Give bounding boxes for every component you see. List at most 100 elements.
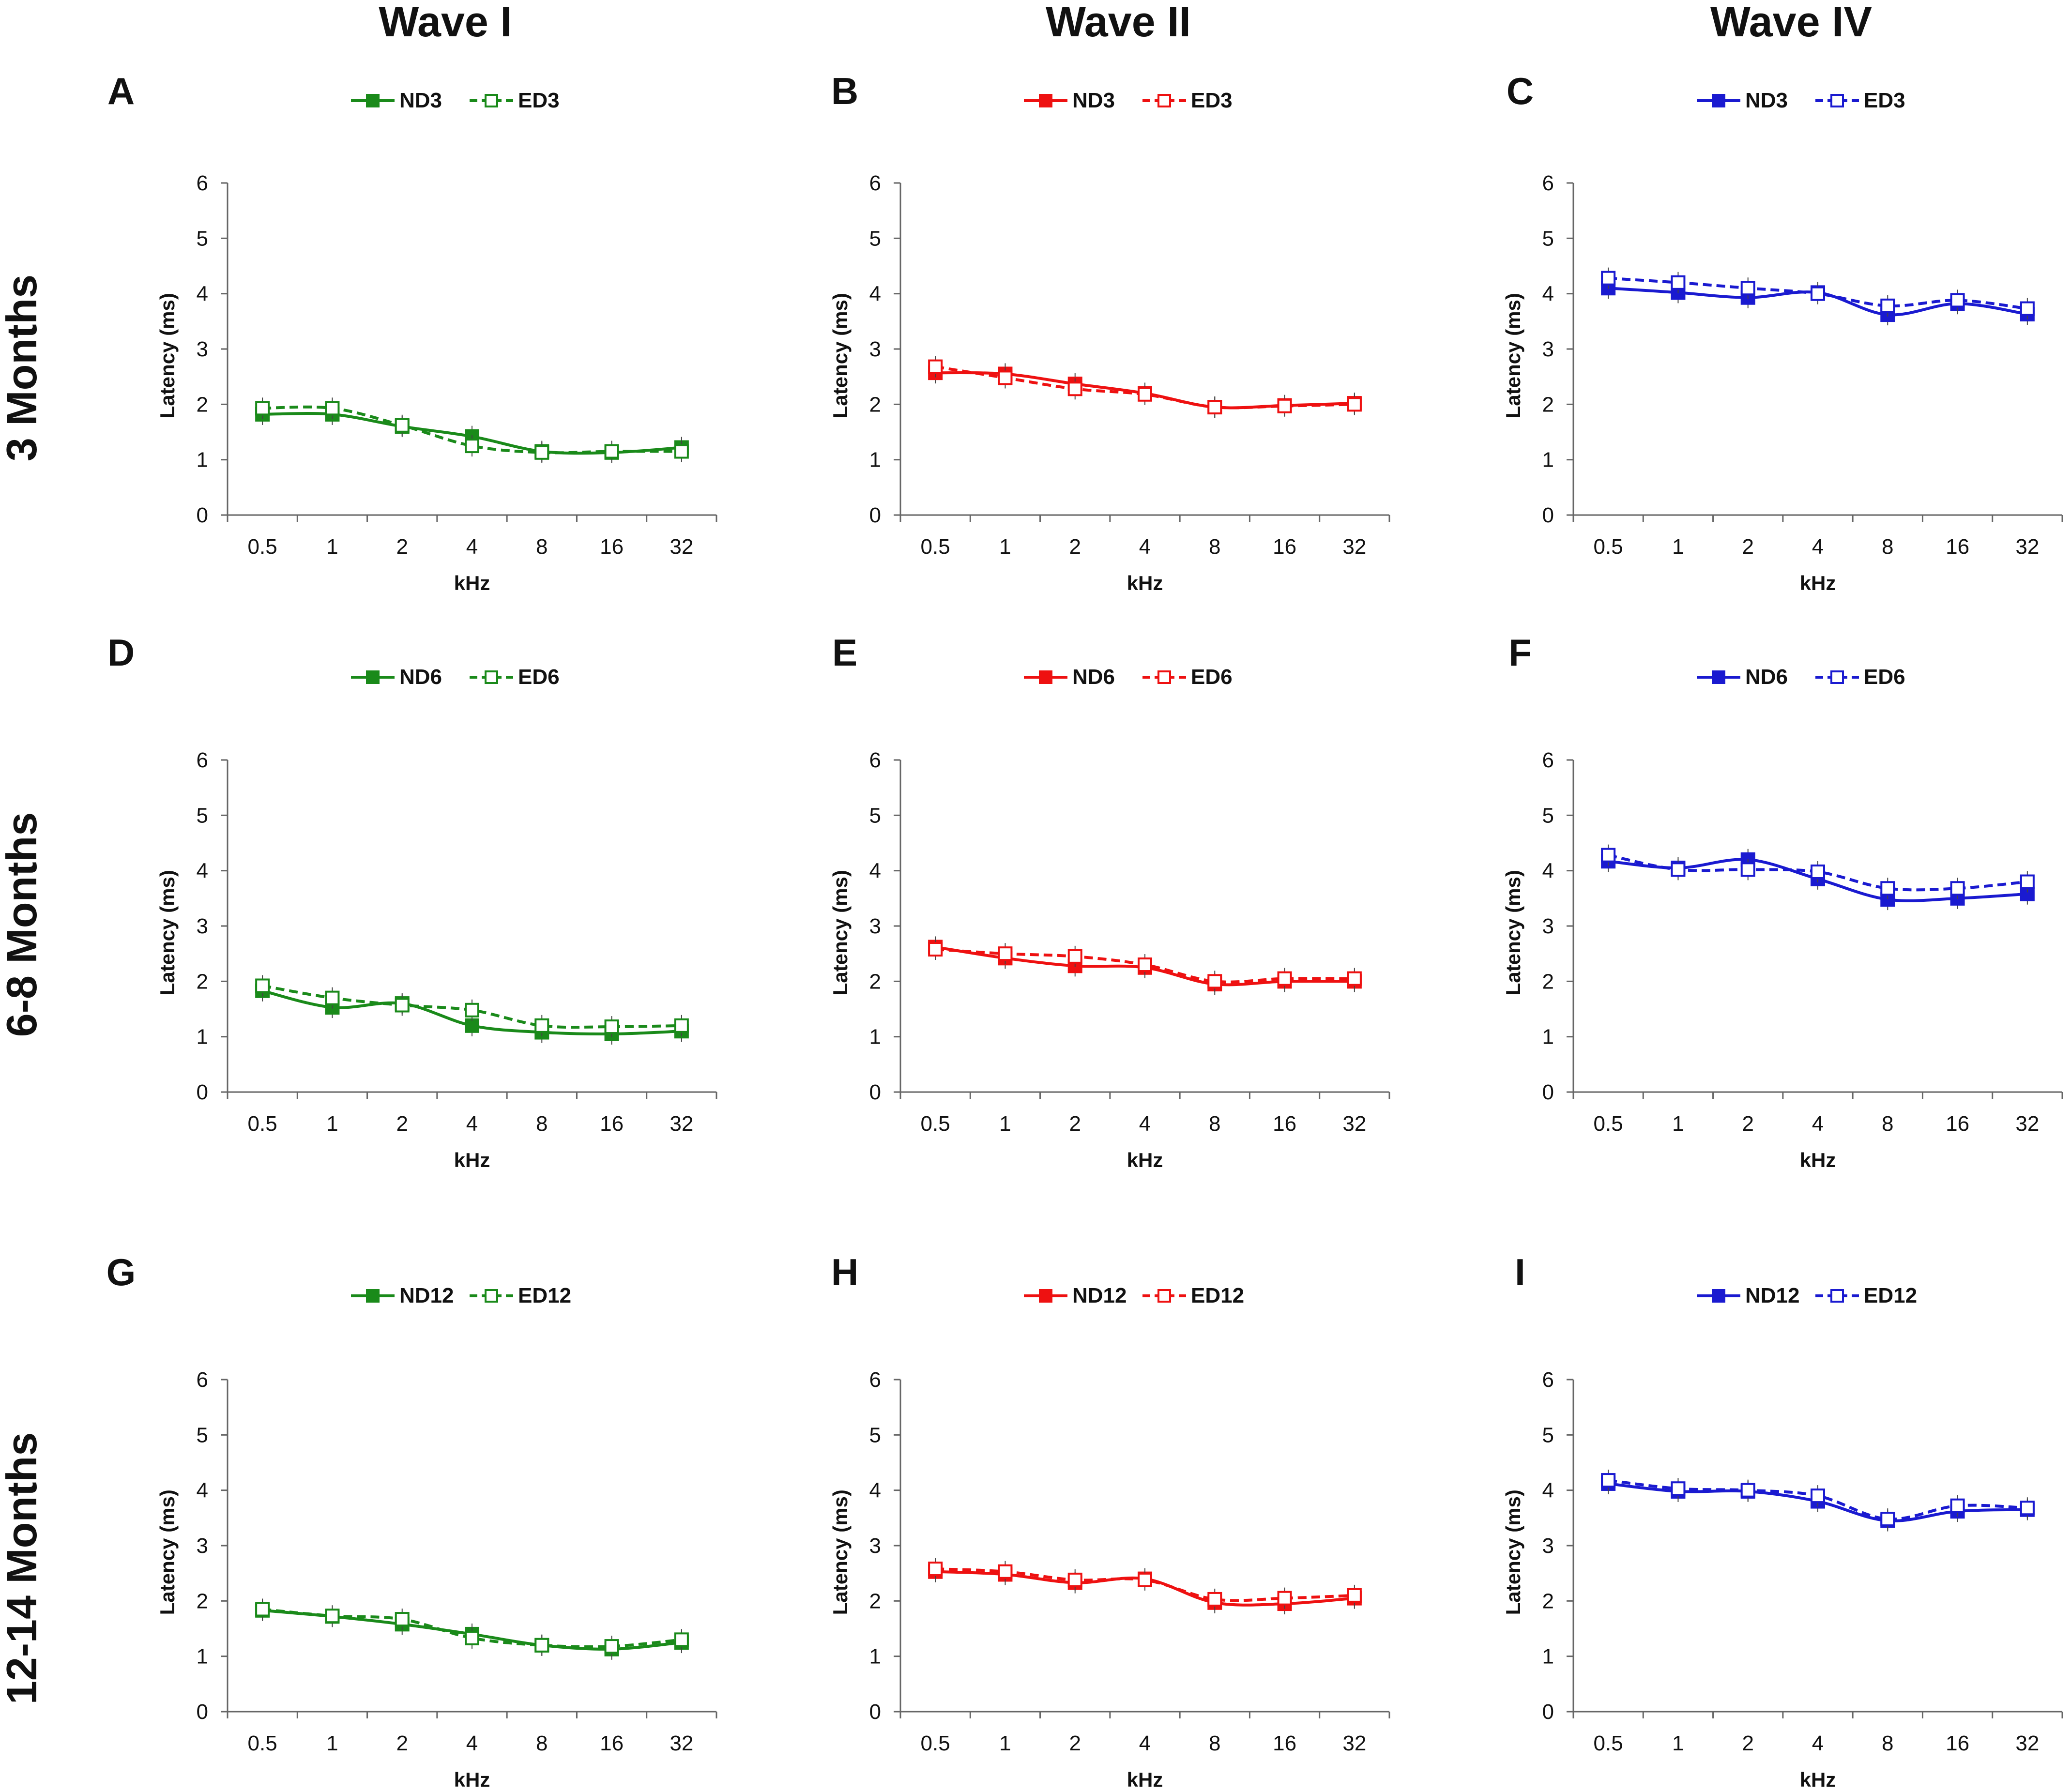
panel-b-x-tick-label: 0.5 <box>921 535 950 559</box>
panel-e-legend-label-ed6: ED6 <box>1191 665 1233 689</box>
column-title-wave-i: Wave I <box>379 0 512 46</box>
panel-e-x-tick-label: 2 <box>1069 1112 1081 1136</box>
panel-d-y-tick-label: 2 <box>197 970 208 993</box>
panel-b-y-tick-label: 2 <box>869 393 881 416</box>
panel-a-legend-label-nd3: ND3 <box>399 89 442 112</box>
panel-c-x-tick-label: 8 <box>1882 535 1893 559</box>
panel-h-x-tick-label: 4 <box>1139 1731 1151 1755</box>
panel-d-x-tick-label: 2 <box>396 1112 408 1136</box>
panel-h-y-axis-label: Latency (ms) <box>829 1489 852 1615</box>
panel-b-x-axis-label: kHz <box>1127 572 1163 594</box>
panel-a-series-ed3-marker <box>534 445 549 460</box>
panel-a-x-tick-label: 16 <box>600 535 624 559</box>
panel-d-legend-label-ed6: ED6 <box>518 665 560 689</box>
panel-h-x-tick-label: 8 <box>1209 1731 1220 1755</box>
panel-f-x-tick-label: 1 <box>1672 1112 1684 1136</box>
panel-g-series-ed12-marker <box>604 1639 619 1654</box>
panel-d-y-tick-label: 6 <box>197 748 208 772</box>
panel-b-x-tick-label: 4 <box>1139 535 1151 559</box>
panel-f-x-axis-label: kHz <box>1800 1149 1836 1171</box>
panel-g-y-axis-label: Latency (ms) <box>156 1489 179 1615</box>
panel-f-y-tick-label: 4 <box>1542 859 1554 883</box>
panel-f-legend-marker-nd6 <box>1712 670 1725 684</box>
panel-c-x-axis-label: kHz <box>1800 572 1836 594</box>
panel-h-y-tick-label: 4 <box>869 1479 881 1503</box>
panel-h: H 0 1 2 3 4 5 6 0.5 1 2 4 8 16 32 kHz Latency (ms) ND12 ED… <box>829 1251 1390 1791</box>
panel-g: G 0 1 2 3 4 5 6 0.5 1 2 4 8 16 32 kHz Latency (ms) ND12 ED… <box>107 1251 717 1791</box>
panel-d-y-tick-label: 4 <box>197 859 208 883</box>
panel-g-x-tick-label: 0.5 <box>248 1731 277 1755</box>
panel-g-y-tick-label: 1 <box>197 1645 208 1669</box>
panel-a-y-tick-label: 5 <box>197 227 208 250</box>
panel-b-series-ed3-marker <box>998 370 1013 385</box>
panel-h-x-tick-label: 16 <box>1273 1731 1296 1755</box>
panel-e-legend-marker-ed6 <box>1157 670 1171 684</box>
panel-i-legend-marker-ed12 <box>1830 1289 1844 1303</box>
panel-e-x-tick-label: 16 <box>1273 1112 1296 1136</box>
panel-i-series-ed12-marker <box>2020 1501 2035 1516</box>
panel-d-legend-marker-nd6 <box>366 670 380 684</box>
panel-a: A 0 1 2 3 4 5 6 0.5 1 2 4 8 16 32 kHz Latency (ms) ND3 ED3 <box>107 70 717 594</box>
panel-i: I 0 1 2 3 4 5 6 0.5 1 2 4 8 16 32 kHz Latency (ms) ND12 ED… <box>1502 1251 2063 1791</box>
panel-d-x-tick-label: 1 <box>326 1112 338 1136</box>
panel-g-series-ed12-marker <box>395 1612 410 1627</box>
panel-g-x-tick-label: 2 <box>396 1731 408 1755</box>
panel-a-x-tick-label: 1 <box>326 535 338 559</box>
panel-e-y-tick-label: 1 <box>869 1025 881 1049</box>
panel-d-y-axis-label: Latency (ms) <box>156 870 179 995</box>
panel-i-y-tick-label: 2 <box>1542 1589 1554 1613</box>
panel-e-y-tick-label: 0 <box>869 1080 881 1104</box>
panel-a-legend-marker-nd3 <box>366 94 380 107</box>
panel-a-letter: A <box>107 70 135 112</box>
panel-c-series-ed3-marker <box>1811 286 1825 301</box>
row-title-3-months: 3 Months <box>0 274 46 461</box>
panel-e-y-axis-label: Latency (ms) <box>829 870 852 995</box>
panel-g-legend-label-nd12: ND12 <box>399 1284 454 1307</box>
row-title-12-14-months: 12-14 Months <box>0 1432 46 1704</box>
panel-e-x-tick-label: 32 <box>1342 1112 1366 1136</box>
panel-d-series-ed6-marker <box>325 990 340 1005</box>
panel-h-x-tick-label: 2 <box>1069 1731 1081 1755</box>
panel-e-series-ed6-marker <box>1347 971 1362 986</box>
panel-c-legend-marker-nd3 <box>1712 94 1725 107</box>
panel-d-series-ed6-marker <box>674 1018 689 1033</box>
panel-d-series-ed6-marker <box>534 1018 549 1033</box>
column-title-wave-ii: Wave II <box>1046 0 1191 46</box>
panel-d-series-nd6-marker <box>465 1018 479 1033</box>
panel-c-y-tick-label: 2 <box>1542 393 1554 416</box>
panel-g-x-tick-label: 8 <box>536 1731 548 1755</box>
panel-i-x-tick-label: 32 <box>2015 1731 2039 1755</box>
panel-b-x-tick-label: 32 <box>1342 535 1366 559</box>
panel-g-y-tick-label: 6 <box>197 1368 208 1392</box>
panel-c-x-tick-label: 0.5 <box>1594 535 1623 559</box>
panel-h-x-tick-label: 1 <box>999 1731 1011 1755</box>
panel-a-series-ed3-marker <box>604 444 619 459</box>
panel-d-x-axis-label: kHz <box>454 1149 490 1171</box>
panel-d-x-tick-label: 32 <box>670 1112 693 1136</box>
panel-e-series-ed6-marker <box>1138 957 1152 972</box>
panel-d-legend-label-nd6: ND6 <box>399 665 442 689</box>
column-title-wave-iv: Wave IV <box>1710 0 1873 46</box>
panel-b-series-ed3-marker <box>928 359 943 374</box>
panel-g-series-ed12-marker <box>255 1602 270 1617</box>
panel-e-legend-marker-nd6 <box>1039 670 1052 684</box>
panel-h-series-ed12-marker <box>1067 1572 1082 1587</box>
panel-a-x-tick-label: 4 <box>466 535 478 559</box>
panel-e-series-ed6-marker <box>998 946 1013 961</box>
panel-i-series-ed12-marker <box>1880 1512 1895 1527</box>
panel-f-x-tick-label: 16 <box>1946 1112 1969 1136</box>
panel-i-x-axis-label: kHz <box>1800 1768 1836 1791</box>
panel-i-legend-label-nd12: ND12 <box>1745 1284 1800 1307</box>
panel-i-legend: ND12 ED12 <box>1697 1284 1917 1307</box>
panel-c-y-tick-label: 0 <box>1542 503 1554 527</box>
panel-g-y-tick-label: 3 <box>197 1534 208 1558</box>
panel-e-x-axis-label: kHz <box>1127 1149 1163 1171</box>
panel-d-x-tick-label: 16 <box>600 1112 624 1136</box>
panel-h-y-tick-label: 3 <box>869 1534 881 1558</box>
panel-f-legend: ND6 ED6 <box>1697 665 1905 689</box>
panel-c-series-ed3-marker <box>1671 275 1686 290</box>
panel-c-x-tick-label: 16 <box>1946 535 1969 559</box>
panel-c-legend-label-ed3: ED3 <box>1864 89 1905 112</box>
panel-i-letter: I <box>1515 1251 1525 1293</box>
panel-g-x-tick-label: 32 <box>670 1731 693 1755</box>
